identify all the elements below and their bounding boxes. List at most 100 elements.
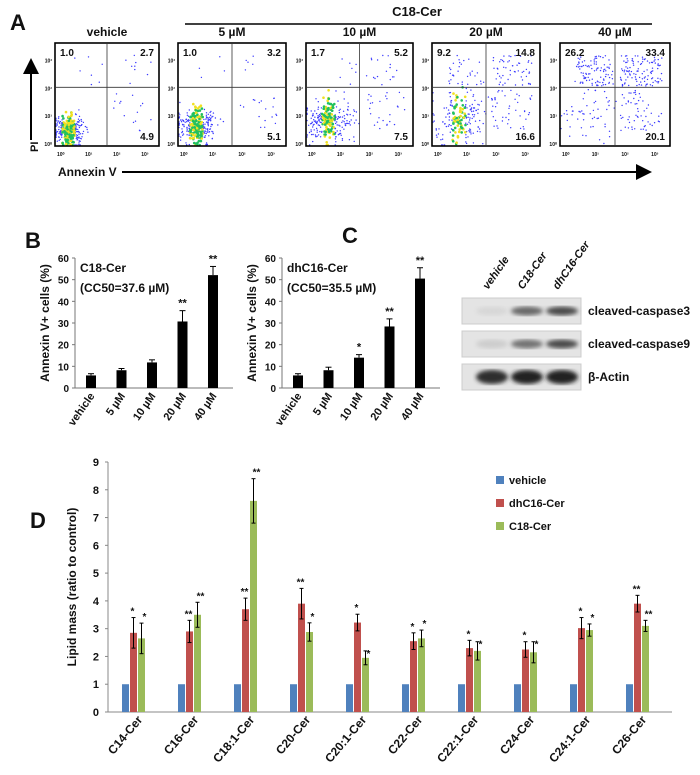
flow-event <box>186 126 188 129</box>
flow-event <box>640 128 642 130</box>
flow-event <box>208 118 211 121</box>
y-tick-label: 30 <box>265 319 277 330</box>
flow-event <box>331 122 335 126</box>
flow-event <box>505 67 507 69</box>
flow-event <box>212 132 214 135</box>
flow-event <box>464 123 467 127</box>
flow-event <box>200 113 204 116</box>
flow-event <box>318 115 320 118</box>
flow-event <box>592 109 595 112</box>
flow-event <box>189 115 192 119</box>
flow-event <box>626 58 628 60</box>
flow-event <box>369 107 371 110</box>
flow-event <box>343 98 345 100</box>
flow-event <box>314 110 316 112</box>
flow-event <box>504 82 506 84</box>
flow-event <box>626 61 628 64</box>
panel-letter-b: B <box>25 228 41 253</box>
flow-event <box>456 118 460 122</box>
flow-event <box>67 119 71 122</box>
significance-marker: * <box>467 629 471 640</box>
flow-event <box>199 104 203 107</box>
flow-event <box>609 63 611 66</box>
flow-event <box>460 131 464 134</box>
flow-event <box>194 111 198 115</box>
flow-event <box>594 57 596 60</box>
flow-event <box>477 108 479 111</box>
flow-event <box>625 103 627 105</box>
flow-event <box>646 60 649 62</box>
flow-event <box>210 110 212 113</box>
flow-event <box>632 62 634 64</box>
flow-event <box>625 61 627 64</box>
flow-event <box>571 106 573 108</box>
flow-event <box>628 121 631 124</box>
significance-marker: ** <box>178 298 187 310</box>
annotation-cc50: (CC50=37.6 µM) <box>80 281 169 295</box>
flow-event <box>585 72 587 75</box>
flow-event <box>189 123 192 126</box>
flow-event <box>208 131 211 133</box>
flow-event <box>60 129 62 132</box>
flow-event <box>333 102 336 106</box>
flow-event <box>201 115 204 119</box>
flow-event <box>76 138 79 141</box>
bar-vehicle <box>234 684 241 712</box>
flow-event <box>508 105 511 107</box>
x-tick-label: 10 µM <box>131 391 158 423</box>
flow-event <box>528 60 530 62</box>
flow-event <box>57 117 60 120</box>
flow-event <box>308 131 311 134</box>
flow-event <box>435 128 437 130</box>
flow-event <box>125 59 127 61</box>
flow-event <box>507 61 509 63</box>
flow-event <box>494 98 496 100</box>
flow-event <box>191 133 195 136</box>
flow-event <box>318 124 321 127</box>
flow-event <box>327 97 331 100</box>
flow-event <box>623 97 625 99</box>
flow-event <box>620 117 622 120</box>
flow-event <box>637 61 639 63</box>
flow-event <box>183 124 185 126</box>
flow-event <box>444 123 446 125</box>
flow-event <box>450 99 453 102</box>
flow-event <box>337 116 340 118</box>
flow-event <box>200 120 204 124</box>
flow-event <box>211 130 213 133</box>
flow-event <box>180 136 182 138</box>
flow-event <box>80 118 82 121</box>
flow-event <box>470 109 472 111</box>
flow-event <box>69 114 73 118</box>
flow-event <box>651 85 654 87</box>
flow-event <box>70 111 73 114</box>
flow-event <box>461 81 463 83</box>
flow-event <box>469 129 472 131</box>
flow-event <box>508 113 510 115</box>
flow-event <box>204 135 207 137</box>
x-tick-label: 10⁰ <box>562 152 570 158</box>
flow-event <box>317 134 320 136</box>
flow-event <box>77 123 79 126</box>
quadrant-lr-value: 20.1 <box>646 132 666 143</box>
flow-event <box>657 67 659 70</box>
flow-event <box>471 114 474 116</box>
flow-event <box>344 123 346 125</box>
x-tick-label: 10¹ <box>209 152 217 158</box>
flow-event <box>453 126 457 130</box>
flow-event <box>449 104 452 107</box>
x-tick-label: vehicle <box>66 391 97 428</box>
y-tick-label: 10³ <box>422 59 430 65</box>
x-tick-label: 20 µM <box>161 391 188 423</box>
flow-event <box>653 60 655 62</box>
flow-event <box>605 73 607 76</box>
flow-event <box>369 113 372 115</box>
flow-event <box>452 62 455 64</box>
flow-event <box>604 123 606 125</box>
quadrant-ur-value: 33.4 <box>646 48 666 59</box>
flow-event <box>487 96 490 98</box>
flow-event <box>334 132 337 134</box>
flow-event <box>320 116 322 118</box>
flow-event <box>507 123 509 125</box>
flow-event <box>463 59 465 62</box>
